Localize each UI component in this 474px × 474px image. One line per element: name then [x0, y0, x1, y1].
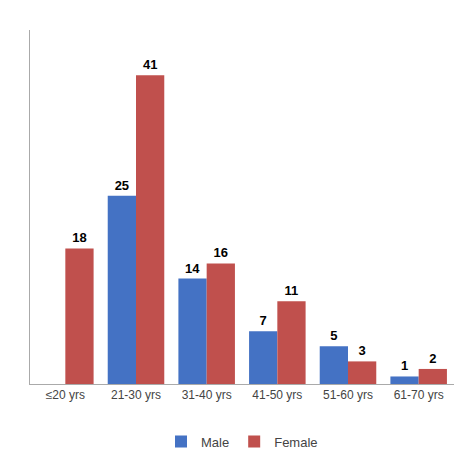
- svg-text:41: 41: [143, 57, 157, 72]
- svg-text:2: 2: [429, 351, 436, 366]
- svg-text:1: 1: [401, 358, 408, 373]
- svg-text:31-40 yrs: 31-40 yrs: [182, 388, 232, 402]
- svg-text:41-50 yrs: 41-50 yrs: [252, 388, 302, 402]
- svg-text:16: 16: [214, 245, 228, 260]
- svg-text:18: 18: [72, 230, 86, 245]
- svg-text:11: 11: [285, 283, 299, 298]
- svg-text:21-30 yrs: 21-30 yrs: [111, 388, 161, 402]
- svg-text:Female: Female: [274, 435, 317, 450]
- svg-text:≤20 yrs: ≤20 yrs: [46, 388, 85, 402]
- svg-text:3: 3: [359, 343, 366, 358]
- svg-text:14: 14: [185, 261, 200, 276]
- svg-text:7: 7: [260, 313, 267, 328]
- svg-text:51-60 yrs: 51-60 yrs: [323, 388, 373, 402]
- svg-text:5: 5: [330, 328, 337, 343]
- svg-text:25: 25: [115, 178, 129, 193]
- svg-text:61-70 yrs: 61-70 yrs: [394, 388, 444, 402]
- svg-text:Male: Male: [201, 435, 229, 450]
